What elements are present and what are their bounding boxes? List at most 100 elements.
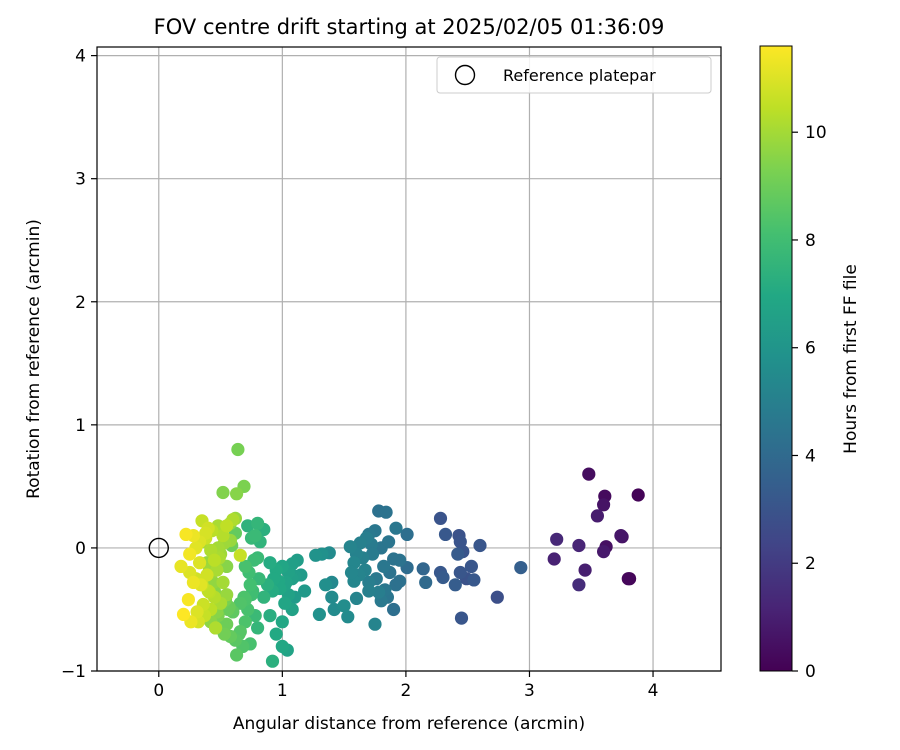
data-point bbox=[275, 615, 289, 629]
y-tick-label: −1 bbox=[61, 662, 86, 682]
data-point bbox=[186, 575, 200, 590]
data-point bbox=[572, 538, 586, 553]
data-point bbox=[325, 590, 339, 604]
data-point bbox=[230, 487, 244, 501]
data-point bbox=[263, 556, 277, 570]
data-point bbox=[238, 559, 252, 574]
data-point bbox=[582, 467, 596, 481]
x-tick-label: 4 bbox=[648, 681, 659, 701]
data-point bbox=[590, 509, 605, 523]
data-point bbox=[265, 654, 280, 668]
data-point bbox=[473, 538, 487, 553]
legend: Reference platepar bbox=[436, 56, 712, 94]
data-points bbox=[174, 442, 645, 668]
data-point bbox=[379, 505, 393, 519]
colorbar-gradient bbox=[759, 45, 793, 672]
data-point bbox=[344, 565, 359, 580]
data-point bbox=[220, 519, 234, 533]
data-point bbox=[341, 610, 355, 624]
data-point bbox=[200, 568, 214, 582]
data-point bbox=[631, 488, 645, 502]
data-point bbox=[464, 559, 478, 574]
colorbar-tick-label: 4 bbox=[805, 446, 816, 466]
colorbar-label: Hours from first FF file bbox=[841, 264, 861, 454]
data-point bbox=[400, 527, 414, 542]
data-point bbox=[209, 621, 223, 635]
data-point bbox=[337, 599, 351, 613]
data-point bbox=[597, 498, 611, 512]
data-point bbox=[309, 548, 323, 562]
data-point bbox=[241, 519, 255, 533]
data-point bbox=[230, 648, 244, 662]
data-point bbox=[251, 621, 265, 635]
data-point bbox=[238, 615, 252, 629]
colorbar-tick-label: 8 bbox=[805, 231, 816, 251]
data-point bbox=[231, 442, 245, 457]
data-point bbox=[547, 552, 561, 566]
data-point bbox=[349, 591, 364, 606]
data-point bbox=[216, 575, 230, 590]
legend-box bbox=[436, 56, 712, 94]
y-tick-label: 2 bbox=[75, 293, 86, 313]
x-axis-label: Angular distance from reference (arcmin) bbox=[233, 714, 585, 734]
plot-frame bbox=[96, 46, 722, 672]
x-tick-label: 0 bbox=[153, 681, 164, 701]
data-point bbox=[233, 548, 247, 562]
data-point bbox=[278, 596, 292, 610]
data-point bbox=[578, 563, 592, 577]
y-tick-label: 1 bbox=[75, 416, 86, 436]
data-point bbox=[436, 570, 450, 585]
data-point bbox=[353, 536, 367, 550]
x-axis-ticks: 0 1 2 3 4 bbox=[153, 671, 658, 701]
data-point bbox=[514, 561, 528, 575]
data-point bbox=[275, 639, 289, 654]
x-tick-label: 3 bbox=[524, 681, 535, 701]
data-point bbox=[312, 607, 326, 622]
data-point bbox=[176, 607, 191, 622]
chart-title: FOV centre drift starting at 2025/02/05 … bbox=[154, 15, 665, 39]
data-point bbox=[451, 547, 465, 561]
data-point bbox=[614, 529, 628, 543]
data-point bbox=[597, 545, 611, 559]
data-point bbox=[251, 516, 265, 530]
data-point bbox=[327, 602, 341, 617]
data-point bbox=[233, 596, 247, 610]
data-point bbox=[393, 553, 407, 567]
data-point bbox=[210, 563, 224, 577]
data-point bbox=[183, 547, 197, 561]
data-point bbox=[377, 559, 391, 574]
y-tick-label: 0 bbox=[75, 539, 86, 559]
data-point bbox=[454, 611, 469, 625]
data-point bbox=[257, 590, 271, 604]
colorbar-tick-label: 10 bbox=[805, 123, 827, 143]
data-point bbox=[216, 485, 230, 500]
data-point bbox=[298, 584, 312, 598]
data-point bbox=[319, 578, 333, 592]
colorbar-tick-label: 6 bbox=[805, 339, 816, 359]
data-point bbox=[433, 511, 448, 525]
legend-label: Reference platepar bbox=[503, 66, 656, 85]
data-point bbox=[362, 584, 376, 598]
data-point bbox=[393, 574, 407, 588]
y-axis-label: Rotation from reference (arcmin) bbox=[24, 219, 44, 499]
colorbar: 0 2 4 6 8 10 Hours from first FF file bbox=[759, 45, 861, 682]
data-point bbox=[263, 609, 277, 623]
data-point bbox=[174, 559, 188, 574]
data-point bbox=[438, 527, 453, 542]
x-tick-label: 2 bbox=[400, 681, 411, 701]
reference-marker bbox=[148, 537, 169, 559]
colorbar-tick-label: 0 bbox=[805, 662, 816, 682]
legend-marker bbox=[454, 64, 476, 86]
data-point bbox=[193, 556, 207, 570]
data-point bbox=[382, 535, 396, 549]
data-point bbox=[368, 617, 382, 631]
data-point bbox=[490, 590, 504, 604]
data-point bbox=[372, 585, 386, 599]
data-point bbox=[248, 529, 262, 543]
colorbar-ticks: 0 2 4 6 8 10 bbox=[792, 123, 827, 682]
data-point bbox=[467, 573, 481, 587]
data-point bbox=[207, 553, 221, 567]
data-point bbox=[448, 578, 462, 592]
data-point bbox=[243, 578, 257, 592]
